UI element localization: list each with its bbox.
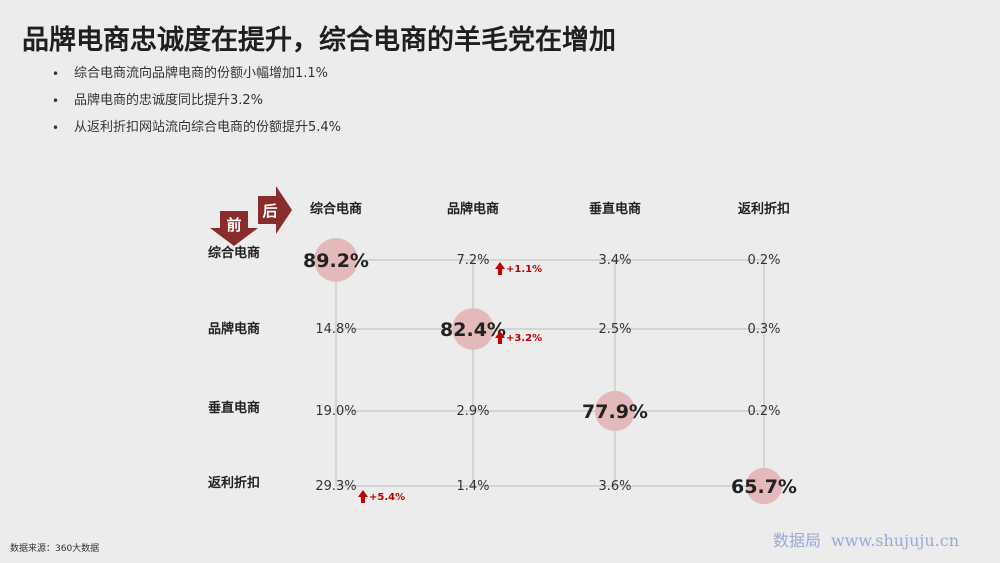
bullet-item: • 从返利折扣网站流向综合电商的份额提升5.4% bbox=[52, 118, 341, 145]
cell-value-label: 65.7% bbox=[731, 476, 797, 498]
bullet-dot-icon: • bbox=[52, 67, 60, 81]
cell-value-label: 0.2% bbox=[747, 404, 780, 419]
value-bubble bbox=[745, 467, 783, 505]
page-title: 品牌电商忠诚度在提升，综合电商的羊毛党在增加 bbox=[22, 25, 616, 56]
change-annotation: +1.1% bbox=[506, 264, 542, 275]
cell-value-label: 29.3% bbox=[315, 479, 356, 494]
cell-value-label: 14.8% bbox=[315, 322, 356, 337]
cell-value-label: 7.2% bbox=[456, 253, 489, 268]
cell-value-label: 89.2% bbox=[303, 250, 369, 272]
bullet-text: 综合电商流向品牌电商的份额小幅增加1.1% bbox=[74, 66, 329, 81]
change-annotation: +3.2% bbox=[506, 333, 542, 344]
column-header: 品牌电商 bbox=[447, 201, 499, 217]
column-header: 垂直电商 bbox=[589, 201, 641, 217]
cell-value-label: 19.0% bbox=[315, 404, 356, 419]
bullet-dot-icon: • bbox=[52, 94, 60, 108]
row-header: 综合电商 bbox=[208, 245, 260, 261]
cell-value-label: 0.3% bbox=[747, 322, 780, 337]
data-source-note: 数据来源：360大数据 bbox=[10, 544, 100, 554]
after-label: 后 bbox=[262, 202, 277, 220]
bullet-text: 从返利折扣网站流向综合电商的份额提升5.4% bbox=[74, 120, 342, 135]
cell-value-label: 2.5% bbox=[598, 322, 631, 337]
bullet-item: • 品牌电商的忠诚度同比提升3.2% bbox=[52, 91, 341, 118]
before-label: 前 bbox=[226, 216, 241, 234]
before-arrow-icon bbox=[210, 211, 258, 246]
cell-value-label: 3.6% bbox=[598, 479, 631, 494]
watermark-name: 数据局 bbox=[773, 531, 822, 550]
up-arrow-icon bbox=[358, 490, 368, 503]
row-header: 垂直电商 bbox=[208, 400, 260, 416]
watermark-url: www.shujuju.cn bbox=[831, 531, 959, 550]
row-header: 品牌电商 bbox=[208, 321, 260, 337]
cell-value-label: 2.9% bbox=[456, 404, 489, 419]
value-bubble bbox=[594, 390, 636, 432]
cell-value-label: 77.9% bbox=[582, 401, 648, 423]
value-bubble bbox=[452, 308, 494, 350]
cell-value-label: 0.2% bbox=[747, 253, 780, 268]
cell-value-label: 3.4% bbox=[598, 253, 631, 268]
bullet-item: • 综合电商流向品牌电商的份额小幅增加1.1% bbox=[52, 64, 341, 91]
watermark: 数据局 www.shujuju.cn bbox=[773, 527, 959, 551]
key-findings-list: • 综合电商流向品牌电商的份额小幅增加1.1% • 品牌电商的忠诚度同比提升3.2%… bbox=[52, 64, 341, 145]
change-annotation: +5.4% bbox=[369, 492, 405, 503]
cell-value-label: 1.4% bbox=[456, 479, 489, 494]
column-header: 综合电商 bbox=[310, 201, 362, 217]
after-arrow-icon bbox=[258, 186, 292, 234]
cell-value-label: 82.4% bbox=[440, 319, 506, 341]
up-arrow-icon bbox=[495, 262, 505, 275]
up-arrow-icon bbox=[495, 331, 505, 344]
row-header: 返利折扣 bbox=[208, 475, 260, 491]
bullet-text: 品牌电商的忠诚度同比提升3.2% bbox=[74, 93, 264, 108]
value-bubble bbox=[314, 238, 358, 282]
bullet-dot-icon: • bbox=[52, 121, 60, 135]
column-header: 返利折扣 bbox=[738, 201, 790, 217]
